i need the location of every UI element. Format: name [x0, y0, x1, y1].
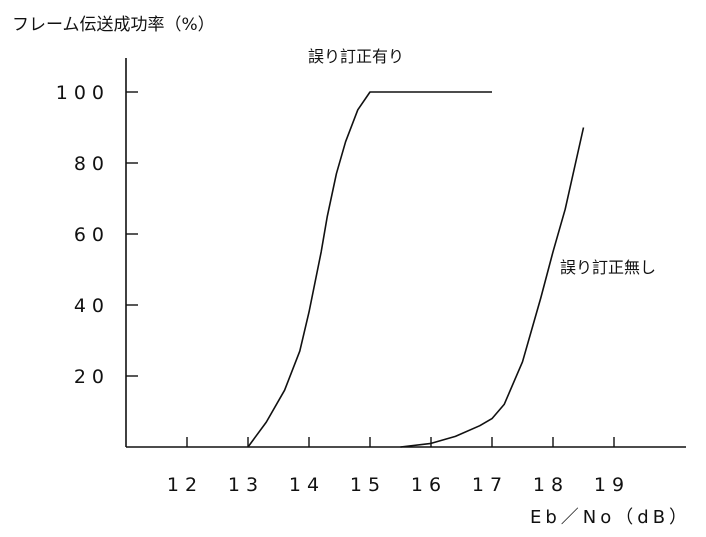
x-tick-label: 12 [167, 474, 203, 496]
x-tick-label: 17 [472, 474, 508, 496]
series-group [247, 91, 585, 448]
x-tick-label: 18 [533, 474, 569, 496]
x-tick-label: 13 [228, 474, 264, 496]
y-tick-label: 20 [74, 366, 110, 388]
y-tick-label: 80 [74, 153, 110, 175]
y-tick-label: 100 [56, 82, 110, 104]
x-tick-label: 15 [350, 474, 386, 496]
x-tick-label: 14 [289, 474, 325, 496]
x-tick-label: 19 [594, 474, 630, 496]
series-line-1 [400, 127, 585, 448]
x-ticks: 12 13 14 15 16 17 18 19 [167, 437, 630, 496]
y-tick-label: 40 [74, 295, 110, 317]
series-line-0 [247, 91, 492, 448]
y-tick-label: 60 [74, 224, 110, 246]
series-label-with-fec: 誤り訂正有り [308, 47, 404, 66]
y-axis-title: フレーム伝送成功率（%） [12, 15, 215, 35]
x-axis-title: Eb／No（dB） [530, 507, 691, 528]
series-label-without-fec: 誤り訂正無し [560, 258, 656, 277]
x-tick-label: 16 [411, 474, 447, 496]
y-ticks: 20 40 60 80 100 [56, 82, 138, 388]
